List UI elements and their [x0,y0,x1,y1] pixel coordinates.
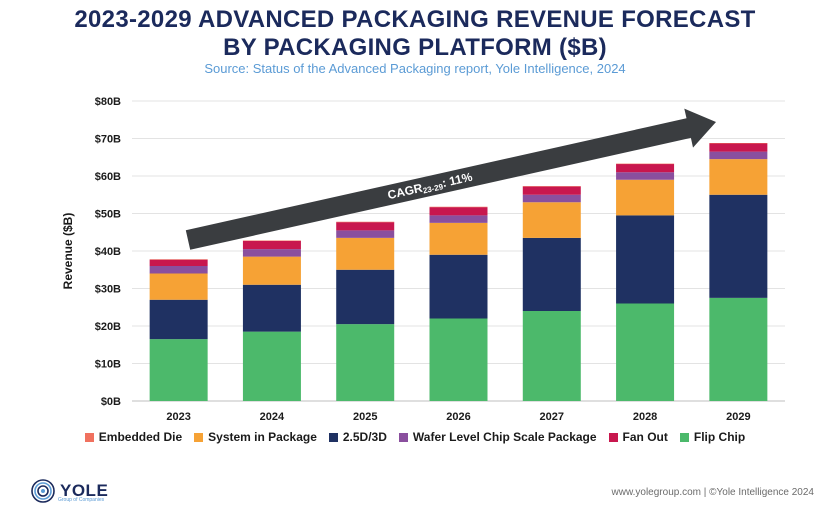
y-axis-label: Revenue ($B) [61,213,75,290]
bar-segment [242,249,301,257]
bar-segment [336,230,395,238]
legend-swatch [84,432,94,442]
bar-segment [522,237,581,311]
bar-segment [336,222,395,231]
bar-segment [709,194,768,298]
legend-swatch [328,432,338,442]
legend-item: System in Package [194,430,317,444]
bar-segment [616,179,675,216]
legend-item: Flip Chip [679,430,746,444]
bar-segment [242,256,301,285]
bar-segment [616,163,675,165]
legend-label: Wafer Level Chip Scale Package [412,430,597,444]
bar-segment [242,284,301,332]
bar-segment [336,324,395,401]
x-tick-label: 2029 [726,411,750,423]
bar-segment [709,143,768,152]
legend-swatch [194,432,204,442]
bar-segment [429,207,488,216]
bar-segment [616,303,675,401]
bar-segment [429,206,488,208]
legend-swatch [398,432,408,442]
bar-segment [616,164,675,173]
chart-title-line-1: 2023-2029 ADVANCED PACKAGING REVENUE FOR… [74,6,756,33]
bar-segment [522,311,581,401]
bar-segment [616,215,675,304]
bar-segment [242,331,301,401]
x-tick-label: 2027 [540,411,564,423]
bar-segment [709,151,768,160]
cagr-label: CAGR23-29: 11% [386,170,474,204]
y-tick-label: $50B [95,209,121,221]
bar-segment [429,318,488,401]
bar-segment [336,237,395,270]
bar-segment [336,269,395,325]
bar-segment [522,186,581,187]
legend-item: Wafer Level Chip Scale Package [398,430,597,444]
bar-segment [522,194,581,203]
legend-swatch [679,432,689,442]
cagr-arrow [185,108,717,250]
legend-item: Fan Out [608,430,668,444]
footer-credit: www.yolegroup.com | ©Yole Intelligence 2… [611,487,815,498]
x-tick-label: 2025 [353,411,377,423]
bar-segment [429,254,488,319]
bar-segment [149,259,208,260]
yole-logo: YOLE Group of Companies [30,478,108,504]
legend-swatch [608,432,618,442]
legend-item: Embedded Die [84,430,183,444]
yole-logo-subtext: Group of Companies [58,497,105,503]
x-tick-label: 2024 [260,411,285,423]
revenue-chart: $0B $10B $20B $30B $40B $50B $60B $70B $80B Reven… [61,96,785,423]
legend-label: Embedded Die [98,430,183,444]
y-tick-label: $70B [95,134,121,146]
chart-legend: Embedded Die System in Package 2.5D/3D Wafe… [0,430,830,444]
legend-item: 2.5D/3D [328,430,387,444]
bar-segment [709,297,768,401]
y-tick-label: $10B [95,359,121,371]
bar-segment [242,240,301,241]
y-tick-label: $40B [95,246,121,258]
bar-segment [522,202,581,238]
bar-segment [616,172,675,180]
bar-segment [709,143,768,144]
bar-segment [149,273,208,300]
bar-segment [149,259,208,266]
bar-segment [429,215,488,223]
chart-title-line-2: BY PACKAGING PLATFORM ($B) [223,34,607,61]
legend-label: System in Package [208,430,317,444]
legend-label: 2.5D/3D [342,430,387,444]
chart-source: Source: Status of the Advanced Packaging… [204,61,626,76]
bar-segment [242,240,301,250]
bar-segment [149,299,208,340]
yole-logo-text: YOLE [60,481,109,500]
y-tick-label: $30B [95,284,121,296]
x-tick-label: 2026 [446,411,470,423]
x-tick-label: 2023 [166,411,190,423]
y-tick-label: $60B [95,171,121,183]
x-tick-label: 2028 [633,411,657,423]
legend-label: Fan Out [622,430,668,444]
bar-segment [429,222,488,255]
bar-segment [522,186,581,195]
bar-segment [336,221,395,223]
y-tick-label: $20B [95,321,121,333]
y-tick-label: $80B [95,96,121,108]
bar-segment [149,266,208,274]
legend-label: Flip Chip [693,430,746,444]
bar-segment [709,159,768,195]
y-tick-label: $0B [101,396,121,408]
yole-logo-icon [31,479,55,503]
bar-segment [149,339,208,401]
